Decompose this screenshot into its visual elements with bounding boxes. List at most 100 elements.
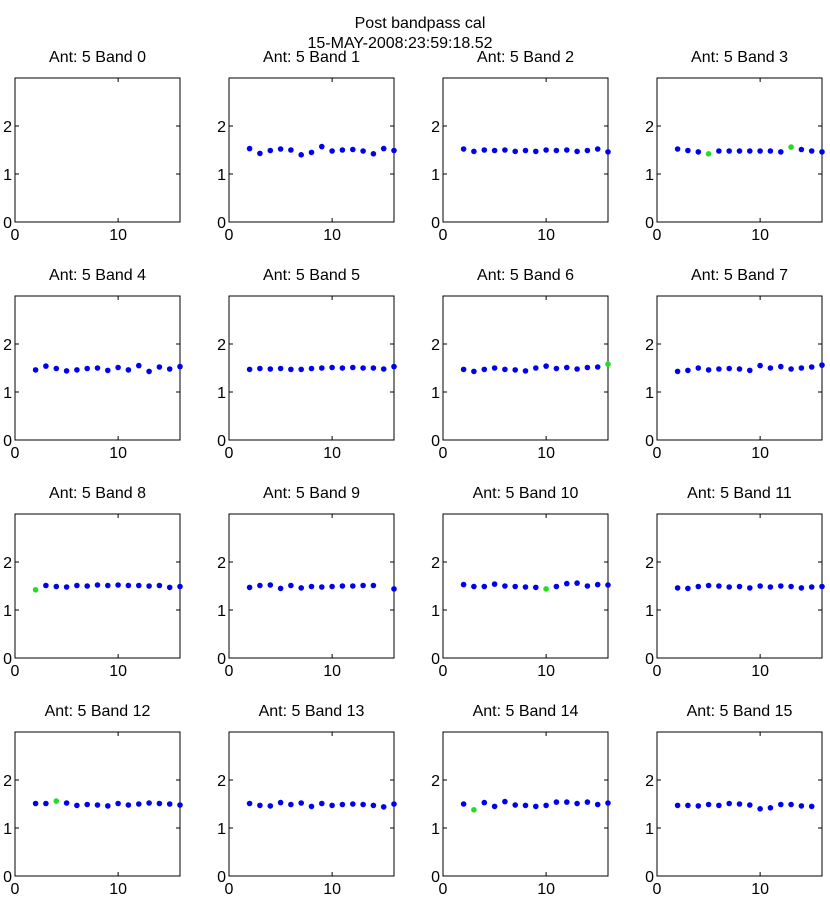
data-point <box>564 799 570 805</box>
y-tick-label: 1 <box>3 167 12 184</box>
y-tick-label: 0 <box>3 651 12 668</box>
data-point <box>63 368 70 374</box>
data-point <box>166 801 173 807</box>
data-point <box>391 586 397 592</box>
data-point <box>277 799 284 806</box>
data-point <box>736 583 743 590</box>
y-tick-label: 2 <box>645 773 654 790</box>
y-tick-label: 1 <box>431 603 440 620</box>
data-point <box>502 147 508 153</box>
data-point <box>512 583 518 590</box>
data-point <box>788 366 794 372</box>
data-point <box>491 803 498 810</box>
y-tick-label: 2 <box>431 337 440 354</box>
data-point <box>757 806 763 812</box>
subplot: Ant: 5 Band 14 0 1 2 0 10 <box>431 703 611 898</box>
data-point <box>74 802 80 809</box>
data-point <box>94 582 101 588</box>
data-point <box>757 583 763 589</box>
data-point <box>115 364 121 371</box>
data-point <box>74 582 80 589</box>
data-point <box>43 582 49 589</box>
data-point <box>63 800 70 806</box>
y-tick-label: 1 <box>645 167 654 184</box>
x-tick-label: 0 <box>653 881 662 898</box>
subplot-title: Ant: 5 Band 1 <box>263 49 360 66</box>
subplot: Ant: 5 Band 15 0 1 2 0 10 <box>645 703 823 898</box>
data-point <box>481 147 488 153</box>
data-point <box>146 368 152 375</box>
data-point <box>564 580 570 587</box>
x-tick-label: 10 <box>109 227 127 244</box>
data-point <box>788 801 794 808</box>
data-point <box>747 367 753 374</box>
subplot-title: Ant: 5 Band 4 <box>49 267 146 284</box>
data-point <box>543 586 549 592</box>
x-tick-label: 10 <box>751 445 769 462</box>
y-tick-label: 0 <box>3 215 12 232</box>
data-point <box>522 147 529 154</box>
y-tick-label: 2 <box>3 555 12 572</box>
data-point <box>125 582 132 589</box>
data-point <box>146 800 152 806</box>
data-point <box>481 366 488 373</box>
data-point <box>360 365 366 371</box>
data-point <box>808 364 815 370</box>
data-point <box>115 582 121 588</box>
data-point <box>319 143 325 150</box>
subplot-title: Ant: 5 Band 5 <box>263 267 360 284</box>
data-point <box>574 800 580 807</box>
data-point <box>502 366 508 373</box>
x-tick-label: 0 <box>439 663 448 680</box>
data-point <box>267 147 274 154</box>
data-point <box>136 801 142 807</box>
data-point <box>705 151 712 157</box>
x-tick-label: 10 <box>323 227 341 244</box>
data-point <box>798 365 805 371</box>
data-point <box>594 146 601 152</box>
data-point <box>788 583 794 590</box>
x-tick-label: 0 <box>11 445 20 462</box>
data-point <box>53 798 60 804</box>
data-point <box>819 149 825 155</box>
data-point <box>512 802 518 808</box>
data-point <box>757 148 763 154</box>
data-point <box>298 585 305 591</box>
x-tick-label: 10 <box>323 663 341 680</box>
data-point <box>674 146 681 152</box>
x-tick-label: 0 <box>225 663 234 680</box>
y-tick-label: 1 <box>3 603 12 620</box>
data-point <box>778 583 784 589</box>
y-tick-label: 2 <box>3 773 12 790</box>
plot-frame <box>14 77 181 223</box>
data-point <box>594 581 601 588</box>
subplot-title: Ant: 5 Band 8 <box>49 485 146 502</box>
y-tick-label: 2 <box>645 555 654 572</box>
data-point <box>767 805 774 811</box>
data-point <box>726 800 732 807</box>
subplot: Ant: 5 Band 8 0 1 2 0 10 <box>3 485 183 680</box>
data-point <box>705 801 712 808</box>
data-point <box>695 803 702 809</box>
data-point <box>370 151 377 157</box>
data-point <box>594 364 601 370</box>
data-point <box>736 148 743 154</box>
subplot-title: Ant: 5 Band 9 <box>263 485 360 502</box>
subplot-title: Ant: 5 Band 7 <box>691 267 788 284</box>
data-point <box>584 364 591 371</box>
data-point <box>788 144 794 150</box>
x-tick-label: 0 <box>439 445 448 462</box>
y-tick-label: 2 <box>217 555 226 572</box>
data-point <box>522 368 529 374</box>
y-tick-label: 0 <box>645 433 654 450</box>
data-point <box>308 365 315 372</box>
data-point <box>695 365 702 371</box>
data-point <box>246 800 253 807</box>
data-point <box>798 585 805 591</box>
data-point <box>288 582 294 589</box>
data-point <box>360 582 366 589</box>
data-point <box>695 149 702 155</box>
data-point <box>471 148 477 155</box>
data-point <box>84 801 90 808</box>
